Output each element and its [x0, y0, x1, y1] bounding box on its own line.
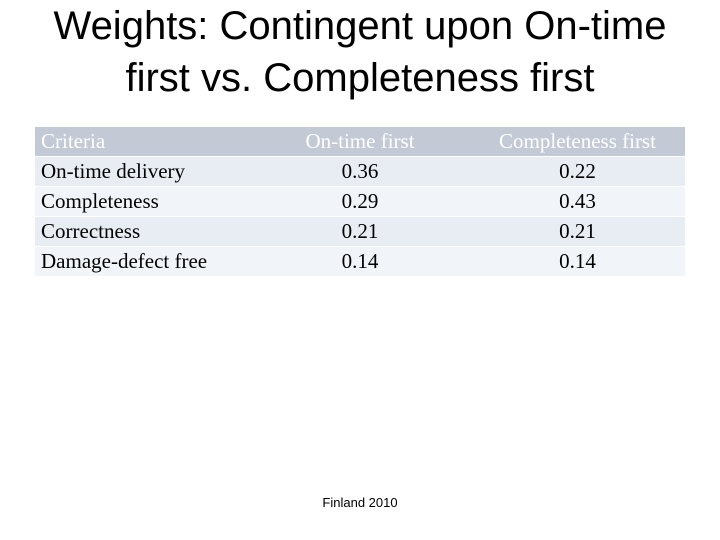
table-row: On-time delivery 0.36 0.22 — [35, 156, 685, 187]
header-cell: Completeness first — [470, 127, 685, 157]
table-cell: 0.22 — [470, 156, 685, 187]
table-cell: Damage-defect free — [35, 246, 250, 277]
table-cell: 0.14 — [470, 246, 685, 277]
weights-table: Criteria On-time first Completeness first … — [35, 127, 685, 277]
table-cell: 0.14 — [250, 246, 470, 277]
table-cell: 0.21 — [470, 216, 685, 247]
slide-title: Weights: Contingent upon On-time first v… — [53, 4, 667, 100]
header-cell: On-time first — [250, 127, 470, 157]
table-cell: Correctness — [35, 216, 250, 247]
table-cell: On-time delivery — [35, 156, 250, 187]
table-cell: 0.43 — [470, 186, 685, 217]
table-cell: 0.29 — [250, 186, 470, 217]
table-row: Completeness 0.29 0.43 — [35, 186, 685, 217]
table-cell: 0.21 — [250, 216, 470, 247]
table-row: Correctness 0.21 0.21 — [35, 216, 685, 247]
table-cell: Completeness — [35, 186, 250, 217]
header-cell: Criteria — [35, 127, 250, 157]
header-row: Criteria On-time first Completeness first — [35, 127, 685, 157]
table-body: On-time delivery 0.36 0.22 Completeness 0.29… — [35, 156, 685, 277]
footer: Finland 2010 — [322, 495, 398, 510]
table-row: Damage-defect free 0.14 0.14 — [35, 246, 685, 277]
table-cell: 0.36 — [250, 156, 470, 187]
